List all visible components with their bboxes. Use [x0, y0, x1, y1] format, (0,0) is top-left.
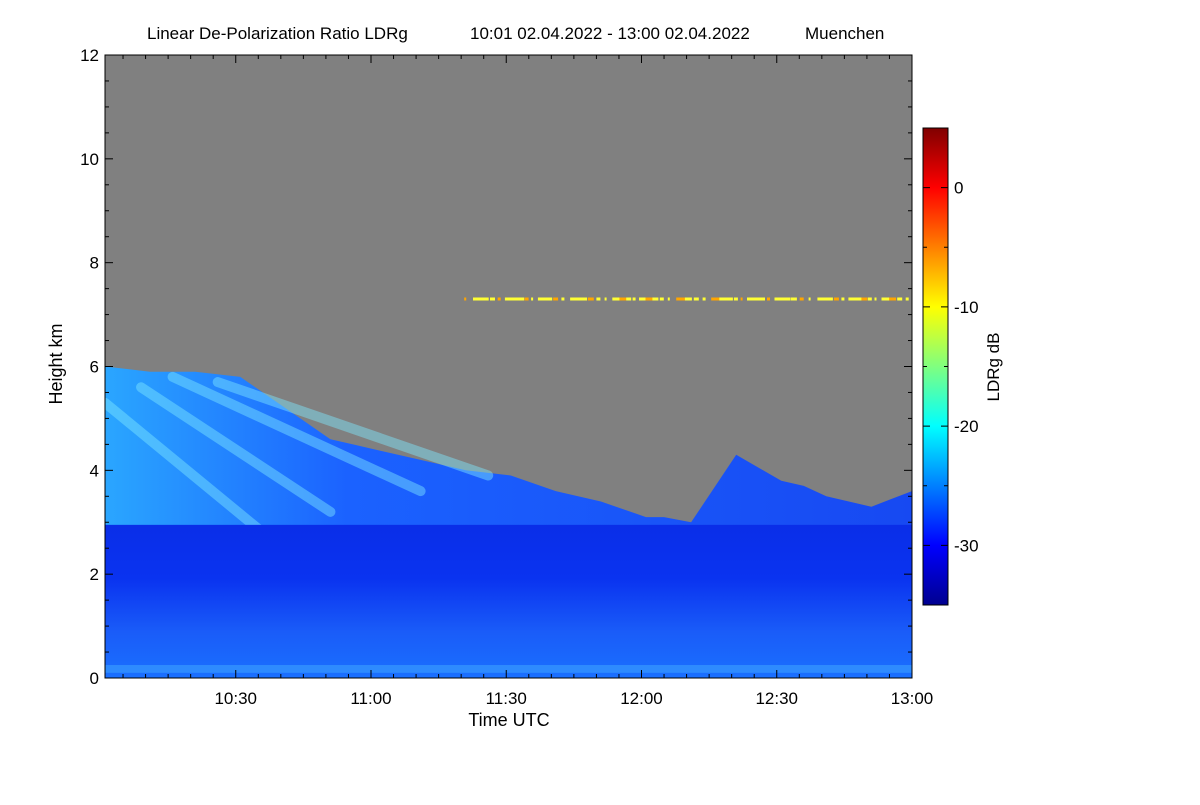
x-tick-label: 13:00	[891, 689, 934, 708]
y-tick-label: 4	[90, 461, 99, 480]
x-tick-label: 11:00	[350, 689, 391, 708]
cirrus-speck	[639, 297, 649, 301]
cirrus-speck	[570, 297, 581, 301]
cirrus-speck	[667, 297, 670, 301]
cirrus-speck	[855, 297, 863, 301]
cirrus-speck	[848, 297, 859, 301]
cirrus-speck	[626, 297, 632, 301]
cirrus-speck	[833, 297, 839, 301]
fallstreak-4	[212, 377, 494, 481]
cirrus-speck	[905, 297, 909, 301]
cirrus-speck	[497, 297, 501, 301]
cirrus-speck	[867, 297, 872, 301]
fallstreak-2	[136, 382, 336, 517]
cirrus-speck	[817, 297, 827, 301]
y-axis-label: Height km	[46, 323, 66, 404]
cirrus-speck	[518, 297, 525, 301]
cirrus-speck	[473, 297, 482, 301]
cirrus-speck	[808, 297, 811, 301]
near-ground-band	[105, 665, 912, 673]
cirrus-speck	[676, 297, 686, 301]
cirrus-speck	[719, 297, 728, 301]
x-tick-label: 12:00	[620, 689, 663, 708]
cirrus-speck	[760, 297, 765, 301]
cirrus-speck	[619, 297, 627, 301]
cirrus-speck	[747, 297, 756, 301]
cirrus-speck	[711, 297, 722, 301]
colorbar-gradient	[922, 127, 949, 606]
cirrus-speck	[504, 297, 515, 301]
cirrus-speck	[726, 297, 733, 301]
y-tick-label: 10	[80, 150, 99, 169]
cirrus-speck	[524, 297, 529, 301]
cirrus-speck	[537, 297, 547, 301]
x-axis: 10:30 11:00 11:30 12:00 12:30 13:00	[122, 55, 934, 708]
cirrus-speck	[753, 297, 761, 301]
cirrus-speck	[545, 297, 553, 301]
chart-location: Muenchen	[805, 24, 884, 43]
cirrus-speck	[767, 297, 770, 301]
cirrus-speck	[587, 297, 594, 301]
chart-title: Linear De-Polarization Ratio LDRg	[147, 24, 408, 43]
x-axis-label: Time UTC	[468, 710, 549, 730]
x-tick-label: 12:30	[755, 689, 798, 708]
cirrus-speck	[531, 297, 534, 301]
cirrus-speck	[604, 297, 607, 301]
cirrus-speck	[612, 297, 622, 301]
cirrus-speck	[561, 297, 565, 301]
cirrus-speck	[490, 297, 495, 301]
cirrus-speck	[897, 297, 903, 301]
fallstreak-1	[105, 397, 268, 538]
colorbar-label: LDRg dB	[984, 333, 1003, 402]
cirrus-speck	[596, 297, 601, 301]
cirrus-speck	[740, 297, 743, 301]
colorbar-tick-label: -30	[954, 536, 979, 555]
cirrus-speck	[693, 297, 699, 301]
cirrus-speck	[733, 297, 738, 301]
cirrus-speck	[684, 297, 692, 301]
boundary-layer	[105, 524, 912, 678]
cirrus-speck	[825, 297, 833, 301]
cirrus-speck	[511, 297, 520, 301]
cirrus-speck	[799, 297, 804, 301]
cirrus-speck	[645, 297, 654, 301]
cirrus-speck	[659, 297, 664, 301]
y-axis: 0 2 4 6 8 10 12	[80, 46, 912, 688]
colorbar-tick-label: -10	[954, 298, 979, 317]
cirrus-speck	[782, 297, 791, 301]
chart-time-range: 10:01 02.04.2022 - 13:00 02.04.2022	[470, 24, 750, 43]
cirrus-speck	[874, 297, 877, 301]
cirrus-speck	[579, 297, 587, 301]
y-tick-label: 0	[90, 669, 99, 688]
cirrus-speck	[861, 297, 868, 301]
y-tick-label: 12	[80, 46, 99, 65]
y-tick-label: 6	[90, 358, 99, 377]
cirrus-speck	[889, 297, 897, 301]
plot-area	[105, 55, 912, 678]
colorbar-tick-label: -20	[954, 417, 979, 436]
cirrus-speck	[652, 297, 659, 301]
cirrus-speck	[790, 297, 797, 301]
colorbar: 0 -10 -20 -30	[922, 127, 979, 606]
colorbar-tick-label: 0	[954, 179, 963, 198]
y-tick-label: 8	[90, 254, 99, 273]
cirrus-speck	[464, 297, 467, 301]
cirrus-speck	[841, 297, 845, 301]
x-tick-label: 10:30	[214, 689, 257, 708]
cirrus-speck	[553, 297, 559, 301]
fallstreak-3	[167, 371, 426, 497]
cirrus-speck	[702, 297, 706, 301]
cirrus-speck	[881, 297, 891, 301]
cirrus-speck	[774, 297, 785, 301]
x-tick-label: 11:30	[486, 689, 527, 708]
cirrus-speck	[481, 297, 489, 301]
y-tick-label: 2	[90, 565, 99, 584]
cirrus-speck	[632, 297, 636, 301]
